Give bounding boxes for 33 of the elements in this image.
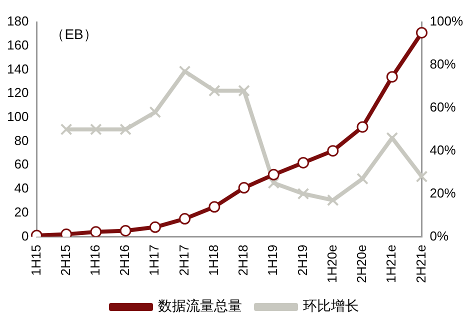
x-tick-label: 1H17	[146, 244, 162, 276]
y-tick-label: 20	[14, 204, 29, 220]
legend-label: 环比增长	[303, 298, 359, 315]
x-tick-label: 2H17	[176, 244, 192, 276]
x-tick-label: 2H15	[58, 244, 73, 276]
y-tick-label: 140	[6, 61, 29, 76]
y-tick-label: 160	[6, 37, 29, 52]
y2-tick-label: 40%	[430, 142, 456, 158]
legend-label: 数据流量总量	[158, 298, 242, 315]
y2-tick-label: 60%	[430, 99, 456, 114]
y-tick-label: 0	[21, 228, 29, 244]
x-tick-label: 2H21e	[413, 244, 428, 284]
y-tick-label: 120	[6, 85, 29, 100]
y-tick-label: 40	[14, 180, 29, 196]
x-tick-label: 1H19	[265, 244, 280, 276]
x-tick-label: 1H20e	[324, 244, 340, 284]
y2-tick-label: 80%	[430, 56, 456, 72]
x-tick-label: 1H21e	[384, 244, 399, 284]
x-tick-label: 2H16	[117, 244, 132, 276]
x-tick-label: 2H18	[236, 244, 251, 276]
y2-tick-label: 100%	[430, 14, 464, 29]
x-tick-label: 1H15	[28, 244, 44, 276]
x-tick-label: 1H16	[88, 244, 103, 276]
y2-tick-label: 0%	[430, 228, 449, 244]
y2-tick-label: 20%	[430, 185, 456, 200]
x-tick-label: 1H18	[206, 244, 221, 276]
y-tick-label: 60	[14, 156, 29, 172]
x-tick-label: 2H19	[294, 244, 310, 276]
y-tick-label: 100	[6, 108, 29, 124]
x-tick-label: 2H20e	[354, 244, 370, 284]
y-tick-label: 180	[6, 14, 29, 29]
y-tick-label: 80	[14, 132, 29, 148]
annotation: （EB）	[50, 26, 98, 42]
